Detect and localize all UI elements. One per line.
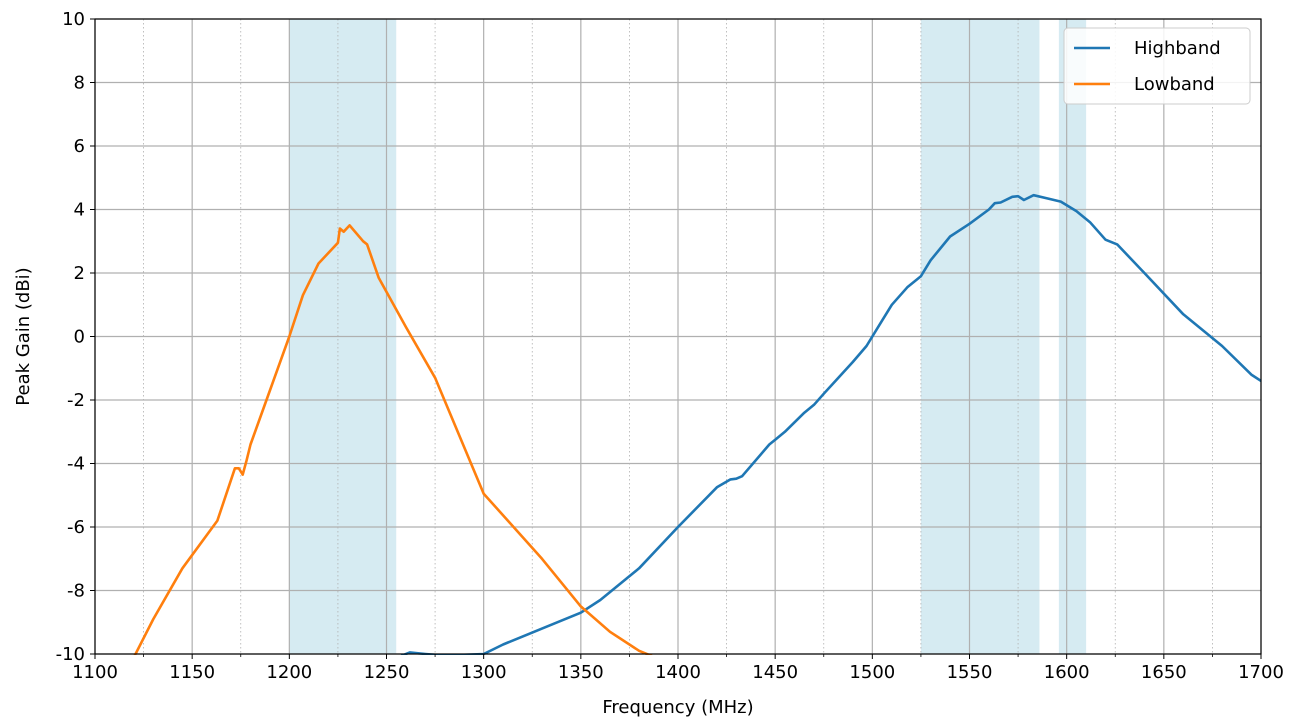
x-tick-label: 1250	[364, 662, 410, 683]
x-tick-label: 1600	[1044, 662, 1090, 683]
x-tick-label: 1400	[655, 662, 701, 683]
y-tick-label: 8	[74, 73, 85, 94]
x-tick-label: 1300	[461, 662, 507, 683]
x-tick-label: 1200	[266, 662, 312, 683]
y-tick-label: 6	[74, 136, 85, 157]
x-tick-label: 1700	[1238, 662, 1284, 683]
x-tick-label: 1650	[1141, 662, 1187, 683]
x-tick-label: 1100	[72, 662, 118, 683]
x-tick-label: 1450	[752, 662, 798, 683]
y-tick-label: 10	[62, 9, 85, 30]
y-tick-label: -6	[67, 517, 85, 538]
x-tick-label: 1350	[558, 662, 604, 683]
plot-lines	[133, 193, 1261, 655]
axis-ticks: 1100 1150 1200 1250 1300 1350 1400 1450 1500 1550…	[56, 9, 1284, 683]
x-tick-label: 1500	[849, 662, 895, 683]
x-axis-label: Frequency (MHz)	[602, 697, 753, 718]
y-tick-label: 0	[74, 327, 85, 348]
series-line-highband	[400, 193, 1261, 655]
legend-label-lowband: Lowband	[1134, 74, 1215, 95]
y-tick-label: -8	[67, 581, 85, 602]
series-line-lowband	[133, 224, 653, 655]
legend-box	[1063, 27, 1251, 105]
x-tick-label: 1150	[169, 662, 215, 683]
y-tick-label: 4	[74, 200, 85, 221]
legend-label-highband: Highband	[1134, 38, 1221, 59]
y-tick-label: 2	[74, 263, 85, 284]
x-tick-label: 1550	[947, 662, 993, 683]
y-axis-label: Peak Gain (dBi)	[13, 267, 34, 405]
y-tick-label: -4	[67, 454, 85, 475]
y-tick-label: -2	[67, 390, 85, 411]
legend: Highband Lowband	[1063, 27, 1251, 105]
y-tick-label: -10	[56, 644, 85, 665]
